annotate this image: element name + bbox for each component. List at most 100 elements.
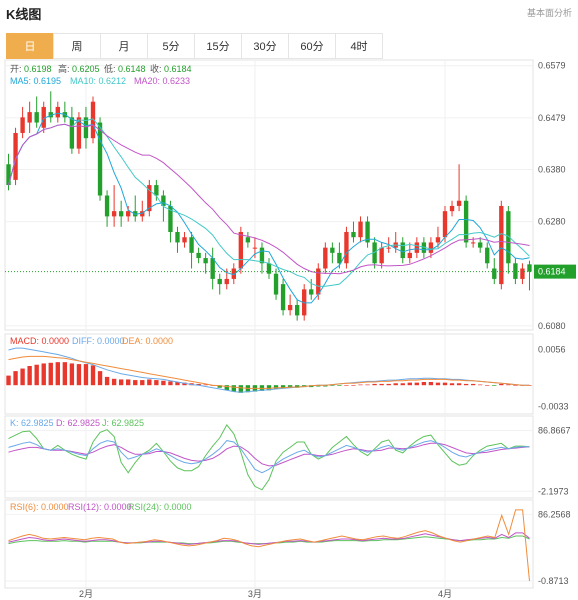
tab-30min[interactable]: 30分 (241, 33, 288, 59)
candle-body (316, 268, 321, 295)
macd-bar (175, 382, 180, 386)
tab-4hour[interactable]: 4时 (335, 33, 383, 59)
candle-body (421, 242, 427, 253)
macd-bar (83, 364, 89, 386)
panel-frame-rsi (4, 499, 534, 589)
candle-body (231, 268, 236, 279)
candle-body (203, 258, 208, 264)
candle-body (83, 117, 89, 139)
tab-week[interactable]: 周 (53, 33, 100, 59)
macd-bar (421, 382, 427, 386)
candle-body (365, 221, 370, 243)
tab-15min[interactable]: 15分 (194, 33, 241, 59)
macd-bar (449, 383, 455, 386)
open-value: 0.6198 (24, 64, 52, 74)
candle-body (154, 185, 159, 196)
macd-bar (294, 385, 300, 388)
close-label: 收: (150, 63, 162, 74)
candlestick-series (6, 91, 532, 321)
candle-body (294, 304, 300, 316)
macd-tick-label: -0.0033 (538, 401, 569, 411)
candle-body (104, 195, 110, 217)
macd-bar (224, 385, 229, 391)
macd-bar (203, 384, 208, 386)
rsi24-legend: RSI(24): 0.0000 (128, 502, 192, 512)
macd-bar (41, 363, 46, 386)
candle-body (506, 211, 511, 264)
candle-body (287, 304, 293, 311)
candle-body (499, 205, 504, 285)
macd-bar (97, 371, 103, 386)
macd-bar (287, 385, 293, 388)
macd-legend: MACD: 0.0000 (10, 336, 69, 346)
macd-bar (456, 383, 462, 386)
macd-bar (196, 383, 201, 386)
candle-body (266, 263, 272, 274)
macd-bar (485, 385, 490, 386)
candle-body (245, 237, 251, 243)
macd-bar (266, 385, 272, 391)
rsi-info-legend: RSI(6): 0.0000 RSI(12): 0.0000 RSI(24): … (10, 502, 192, 512)
macd-bar (372, 383, 377, 386)
candle-body (485, 247, 490, 264)
ma5-legend: MA5: 0.6195 (10, 76, 61, 86)
macd-info-legend: MACD: 0.0000 DIFF: 0.0000 DEA: 0.0000 (10, 336, 173, 346)
candle-body (379, 247, 384, 264)
dif-legend: DIFF: 0.0000 (72, 336, 125, 346)
high-label: 高: (58, 63, 70, 74)
candle-body (69, 117, 75, 149)
candle-body (323, 247, 328, 269)
candle-body (435, 237, 441, 243)
tab-60min[interactable]: 60分 (288, 33, 335, 59)
macd-bar (358, 384, 363, 386)
panel-frame-main (4, 59, 534, 331)
candle-body (224, 278, 229, 285)
candle-body (140, 211, 145, 217)
dif-line (8, 347, 530, 393)
candle-body (6, 164, 11, 186)
candle-body (182, 237, 187, 243)
current-price-label: 0.6184 (538, 267, 566, 277)
month-label: 3月 (248, 589, 262, 599)
candle-body (414, 242, 420, 253)
candle-body (34, 112, 39, 123)
candle-body (470, 242, 476, 244)
macd-bar (76, 364, 82, 386)
price-tick-label: 0.6579 (538, 61, 566, 71)
rsi-tick-label: -0.8713 (538, 576, 569, 586)
macd-bar (273, 385, 279, 390)
macd-bar (280, 385, 286, 389)
candle-body (13, 132, 18, 180)
macd-bar (492, 385, 497, 386)
ma10-legend: MA10: 0.6212 (70, 76, 126, 86)
macd-panel (6, 347, 532, 393)
candle-body (189, 237, 194, 253)
current-price-badge (534, 264, 576, 279)
rsi6-line (8, 509, 530, 582)
header: K线图 基本面分析 (0, 0, 578, 26)
macd-bar (217, 385, 222, 388)
tab-5min[interactable]: 5分 (147, 33, 194, 59)
macd-bar (330, 385, 335, 386)
candle-body (252, 247, 258, 249)
macd-bar (126, 379, 131, 386)
candle-body (520, 268, 525, 279)
kdj-panel (8, 423, 530, 491)
candle-body (41, 106, 46, 128)
macd-bar (168, 381, 173, 386)
macd-bar (62, 362, 68, 386)
candle-body (463, 200, 469, 243)
tab-day[interactable]: 日 (6, 33, 53, 59)
tab-month[interactable]: 月 (100, 33, 147, 59)
macd-bar (351, 385, 356, 386)
candle-body (27, 112, 32, 123)
macd-bar (238, 385, 244, 393)
macd-bar (470, 383, 476, 386)
candle-body (196, 252, 201, 259)
fundamental-analysis-link[interactable]: 基本面分析 (526, 8, 572, 18)
price-tick-label: 0.6080 (538, 321, 566, 331)
macd-bar (323, 385, 328, 387)
open-label: 开: (10, 64, 22, 74)
macd-bar (506, 384, 511, 386)
